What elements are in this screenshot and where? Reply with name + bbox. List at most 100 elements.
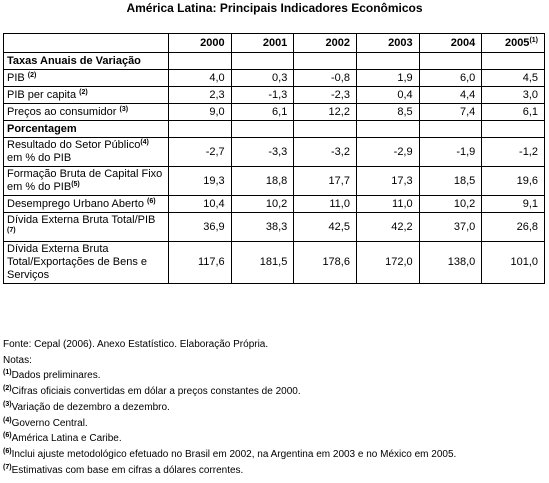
text: PIB per capita [7,88,80,101]
cell: 10,2 [230,195,295,213]
text: 2005 [504,36,530,49]
cell: 18,8 [230,166,295,196]
note-ref: (2) [79,88,88,96]
section-label: Taxas Anuais de Variação [3,52,169,70]
column-header: 2003 [355,33,420,53]
cell: 178,6 [293,241,357,284]
text: em % do PIB [7,152,72,164]
column-header: 2004 [418,33,483,53]
cell: 0,4 [355,86,420,104]
section-row: Taxas Anuais de Variação [3,52,545,70]
empty-cell [355,120,420,138]
note-ref: (2) [27,71,37,79]
cell: 1,9 [355,69,420,87]
notes: (1)Dados preliminares. (2)Cifras oficiais… [3,368,456,478]
cell: 10,2 [418,195,483,213]
cell: 181,5 [230,241,295,284]
cell: 42,5 [293,212,357,242]
row-label: Formação Bruta de Capital Fixo em % do P… [3,166,169,196]
cell: -1,2 [481,137,545,167]
text: Dívida Externa Bruta Total/Exportações d… [7,243,148,281]
empty-cell [481,52,545,70]
note-text: Dados preliminares. [11,370,101,382]
empty-cell [293,52,357,70]
note-number: (3) [3,400,12,408]
cell: -2,3 [293,86,357,104]
text: Resultado do Setor Público [7,139,141,151]
data-row: Desemprego Urbano Aberto (6) 10,4 10,2 11,0… [3,195,545,213]
cell: 8,5 [355,103,420,121]
cell: -3,2 [293,137,357,167]
cell: 3,0 [481,86,545,104]
note-text: Inclui ajuste metodológico efetuado no B… [11,448,457,460]
source: Fonte: Cepal (2006). Anexo Estatístico. … [3,339,269,350]
cell: 101,0 [481,241,545,284]
column-header: 2001 [230,33,295,53]
text: 2002 [325,36,350,49]
empty-cell [418,120,483,138]
row-label: Dívida Externa Bruta Total/Exportações d… [3,241,169,284]
data-row: PIB per capita (2) 2,3 -1,3 -2,3 0,4 4,4 3,0 [3,86,545,104]
text: Desemprego Urbano Aberto [7,197,148,210]
note-text: Governo Central. [11,417,88,429]
corner-cell [3,33,169,53]
text: PIB [7,71,28,84]
header-row: 2000 2001 2002 2003 2004 2005(1) [3,33,545,53]
row-label: Resultado do Setor Público(4) em % do PI… [3,137,169,167]
column-header: 2005(1) [481,33,545,53]
cell: 37,0 [418,212,483,242]
cell: 9,0 [168,103,232,121]
cell: 4,0 [168,69,232,87]
notes-title: Notas: [3,354,32,366]
note: (3)Variação de dezembro a dezembro. [3,400,456,416]
data-row: Dívida Externa Bruta Total/Exportações d… [3,241,545,284]
data-row: Preços ao consumidor (3) 9,0 6,1 12,2 8,5 7,4… [3,103,545,121]
indicators-table: 2000 2001 2002 2003 2004 2005(1) Taxas Anuais… [3,33,545,284]
text: 2004 [450,36,476,49]
note: (2)Cifras oficiais convertidas em dólar … [3,384,456,400]
note-text: Cifras oficiais convertidas em dólar a p… [11,386,301,398]
note-ref: (1) [529,36,538,44]
empty-cell [230,52,295,70]
column-header: 2002 [293,33,357,53]
row-label: Desemprego Urbano Aberto (6) [3,195,169,213]
cell: 4,5 [481,69,545,87]
note-ref: (7) [7,227,16,234]
column-header: 2000 [168,33,232,53]
text: 2000 [200,36,225,49]
cell: 17,7 [293,166,357,196]
text: Formação Bruta de Capital Fixo em % do P… [7,168,163,193]
empty-cell [355,52,420,70]
cell: -1,9 [418,137,483,167]
data-row: Dívida Externa Bruta Total/PIB (7) 36,9 38… [3,212,545,242]
note-text: Estimativas com base em cifras a dólares… [11,464,244,476]
note: (7)Estimativas com base em cifras a dóla… [3,463,456,479]
cell: 0,3 [230,69,295,87]
note-number: (6) [3,432,12,440]
cell: 38,3 [230,212,295,242]
empty-cell [418,52,483,70]
cell: 17,3 [355,166,420,196]
note-ref: (5) [71,181,80,188]
cell: 18,5 [418,166,483,196]
text: 2003 [388,36,413,49]
note: (6)Inclui ajuste metodológico efetuado n… [3,447,456,463]
note-number: (7) [3,463,12,471]
note: (1)Dados preliminares. [3,368,456,384]
text: Dívida Externa Bruta Total/PIB [7,214,156,226]
cell: 19,3 [168,166,232,196]
note-number: (2) [3,385,12,393]
cell: 36,9 [168,212,232,242]
note: (4)Governo Central. [3,416,456,432]
note: (6)América Latina e Caribe. [3,431,456,447]
note-text: América Latina e Caribe. [11,433,122,445]
cell: -2,7 [168,137,232,167]
empty-cell [168,120,232,138]
cell: 42,2 [355,212,420,242]
cell: 2,3 [168,86,232,104]
footer: Fonte: Cepal (2006). Anexo Estatístico. … [3,337,456,478]
cell: -1,3 [230,86,295,104]
cell: 4,4 [418,86,483,104]
cell: 11,0 [355,195,420,213]
cell: 117,6 [168,241,232,284]
